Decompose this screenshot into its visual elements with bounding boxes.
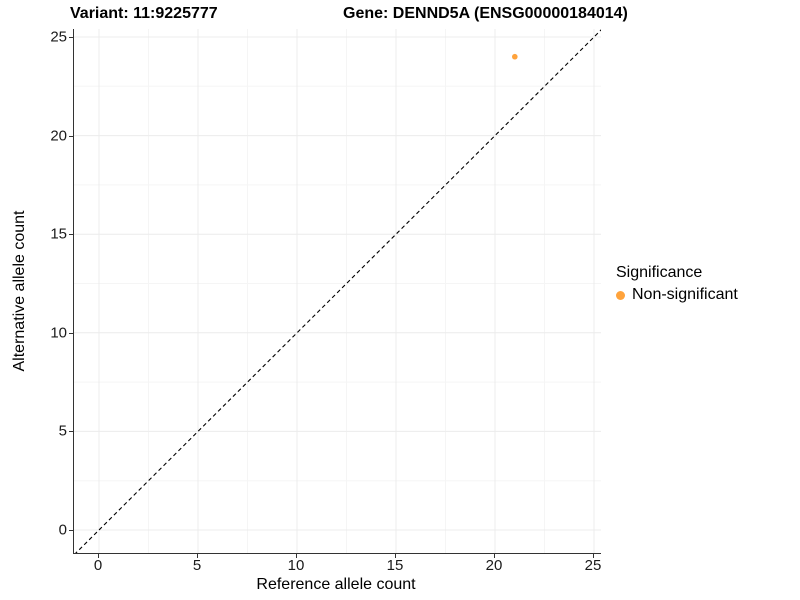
y-tick-mark: [69, 135, 73, 137]
x-tick-label: 20: [485, 557, 503, 574]
x-tick-mark: [593, 554, 594, 558]
x-tick-mark: [197, 554, 198, 558]
y-tick-mark: [69, 332, 73, 334]
legend-items: Non-significant: [616, 286, 738, 304]
x-axis-title: Reference allele count: [256, 576, 416, 593]
x-tick-mark: [395, 554, 396, 558]
legend: Significance Non-significant: [616, 264, 738, 304]
x-tick-label: 0: [93, 557, 103, 574]
y-tick-label: 5: [58, 422, 67, 440]
legend-point-icon: [616, 290, 625, 300]
legend-item-label: Non-significant: [632, 286, 738, 303]
legend-title: Significance: [616, 264, 703, 281]
y-tick-label: 25: [50, 28, 67, 46]
y-tick-mark: [69, 431, 73, 433]
plot-panel: [73, 29, 601, 554]
x-tick-label: 15: [386, 557, 404, 574]
gene-title: Gene: DENND5A (ENSG00000184014): [343, 5, 628, 22]
y-tick-label: 0: [58, 521, 67, 539]
x-tick-mark: [98, 554, 99, 558]
x-tick-label: 10: [287, 557, 305, 574]
y-tick-mark: [69, 234, 73, 236]
x-tick-mark: [296, 554, 297, 558]
x-tick-mark: [494, 554, 495, 558]
x-tick-label: 25: [584, 557, 602, 574]
data-point: [512, 53, 518, 60]
scatter-canvas: [74, 29, 601, 553]
variant-title: Variant: 11:9225777: [70, 5, 218, 22]
y-tick-mark: [69, 37, 73, 38]
y-tick-label: 15: [50, 225, 67, 243]
x-tick-label: 5: [192, 557, 202, 574]
y-tick-label: 20: [50, 127, 67, 145]
y-tick-mark: [69, 530, 73, 531]
y-tick-label: 10: [50, 324, 67, 342]
y-axis-title: Alternative allele count: [11, 210, 28, 372]
legend-item: Non-significant: [616, 286, 738, 304]
